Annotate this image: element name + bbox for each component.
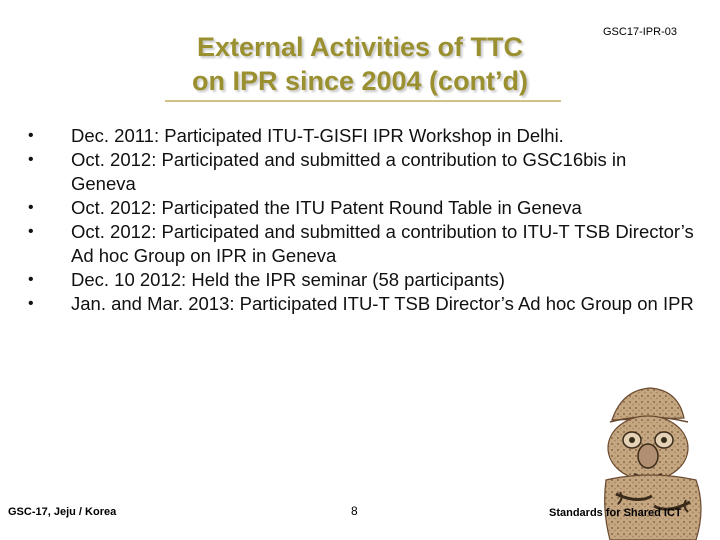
bullet-item: • Dec. 2011: Participated ITU-T-GISFI IPR… <box>24 124 694 148</box>
title-underline <box>165 100 561 102</box>
bullet-item: • Oct. 2012: Participated the ITU Patent … <box>24 196 694 220</box>
footer-event: GSC-17, Jeju / Korea <box>8 506 117 518</box>
page-number: 8 <box>351 504 358 518</box>
bullet-list: • Dec. 2011: Participated ITU-T-GISFI IPR… <box>24 124 694 316</box>
bullet-text: Dec. 10 2012: Held the IPR seminar (58 p… <box>71 269 505 290</box>
bullet-text: Oct. 2012: Participated and submitted a … <box>71 149 627 194</box>
document-code: GSC17-IPR-03 <box>603 26 677 38</box>
footer-tagline: Standards for Shared ICT <box>549 507 682 519</box>
title-line-1: External Activities of TTC <box>196 32 524 62</box>
bullet-text: Dec. 2011: Participated ITU-T-GISFI IPR … <box>71 125 564 146</box>
title-line-2: on IPR since 2004 (cont’d) <box>191 66 529 96</box>
slide-title: External Activities of TTC on IPR since … <box>150 30 570 98</box>
bullet-glyph: • <box>28 151 34 168</box>
bullet-item: • Dec. 10 2012: Held the IPR seminar (58 … <box>24 268 694 292</box>
bullet-text: Oct. 2012: Participated and submitted a … <box>71 221 694 266</box>
bullet-text: Jan. and Mar. 2013: Participated ITU-T T… <box>71 293 694 314</box>
bullet-glyph: • <box>28 223 34 240</box>
bullet-item: • Jan. and Mar. 2013: Participated ITU-T … <box>24 292 694 316</box>
bullet-glyph: • <box>28 199 34 216</box>
bullet-glyph: • <box>28 127 34 144</box>
bullet-item: • Oct. 2012: Participated and submitted a… <box>24 148 694 196</box>
bullet-item: • Oct. 2012: Participated and submitted a… <box>24 220 694 268</box>
bullet-glyph: • <box>28 295 34 312</box>
bullet-glyph: • <box>28 271 34 288</box>
dolharubang-statue-icon <box>604 387 702 540</box>
bullet-text: Oct. 2012: Participated the ITU Patent R… <box>71 197 582 218</box>
